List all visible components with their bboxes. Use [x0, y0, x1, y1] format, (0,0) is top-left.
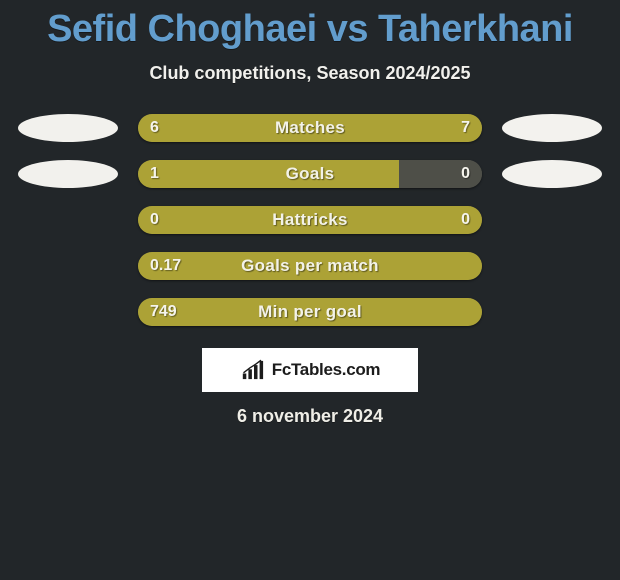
- stat-rows: 67Matches10Goals00Hattricks0.17Goals per…: [0, 114, 620, 326]
- stat-row: 749Min per goal: [16, 298, 604, 326]
- bar-left-value: 0.17: [150, 252, 181, 280]
- right-badge: [502, 114, 602, 142]
- bar-right-value: 0: [461, 160, 470, 188]
- stat-row: 10Goals: [16, 160, 604, 188]
- stats-card: Sefid Choghaei vs Taherkhani Club compet…: [0, 0, 620, 580]
- left-badge: [18, 114, 118, 142]
- stat-bar: 67Matches: [138, 114, 482, 142]
- page-title: Sefid Choghaei vs Taherkhani: [47, 8, 573, 51]
- bar-right-value: 0: [461, 206, 470, 234]
- bar-right-fill: [296, 114, 482, 142]
- stat-bar: 749Min per goal: [138, 298, 482, 326]
- right-badge: [502, 160, 602, 188]
- stat-row: 00Hattricks: [16, 206, 604, 234]
- bar-left-value: 1: [150, 160, 159, 188]
- bar-right-fill: [310, 206, 482, 234]
- subtitle: Club competitions, Season 2024/2025: [149, 63, 470, 84]
- left-badge: [18, 160, 118, 188]
- bar-left-fill: [138, 252, 482, 280]
- bar-left-value: 6: [150, 114, 159, 142]
- bar-right-value: 7: [461, 114, 470, 142]
- stat-bar: 10Goals: [138, 160, 482, 188]
- stat-bar: 00Hattricks: [138, 206, 482, 234]
- bar-left-fill: [138, 160, 399, 188]
- stat-bar: 0.17Goals per match: [138, 252, 482, 280]
- stat-row: 67Matches: [16, 114, 604, 142]
- stat-row: 0.17Goals per match: [16, 252, 604, 280]
- bars-icon: [240, 359, 268, 381]
- brand-card[interactable]: FcTables.com: [202, 348, 418, 392]
- bar-left-value: 0: [150, 206, 159, 234]
- bar-left-fill: [138, 298, 482, 326]
- bar-left-fill: [138, 114, 296, 142]
- brand-text: FcTables.com: [272, 360, 381, 380]
- date-label: 6 november 2024: [237, 406, 383, 427]
- bar-left-value: 749: [150, 298, 177, 326]
- bar-left-fill: [138, 206, 310, 234]
